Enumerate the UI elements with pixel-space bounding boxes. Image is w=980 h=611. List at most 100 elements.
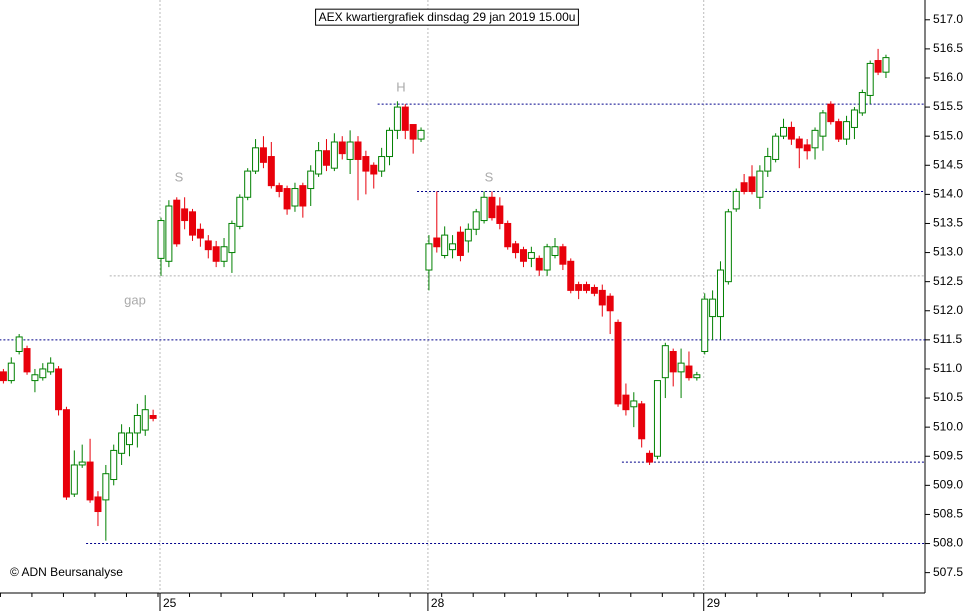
candle-body — [315, 150, 323, 175]
y-tick-label: 513.0 — [933, 245, 963, 259]
y-tick-label: 511.0 — [933, 361, 962, 375]
candle-body — [330, 141, 338, 169]
candle-body — [464, 228, 472, 242]
candle-body — [669, 350, 677, 373]
candle-body — [102, 473, 110, 501]
annotation: gap — [124, 292, 146, 307]
candle-body — [165, 205, 173, 262]
candle-body — [322, 150, 330, 166]
candle-body — [204, 240, 212, 251]
annotation: S — [175, 169, 184, 184]
candle-body — [212, 246, 220, 262]
candle-body — [228, 222, 236, 254]
candle-body — [732, 190, 740, 210]
candle-body — [196, 228, 204, 239]
candle-body — [149, 415, 157, 419]
candle-body — [259, 147, 267, 163]
candle-body — [181, 208, 189, 222]
candle-body — [709, 298, 717, 318]
candle-body — [535, 257, 543, 271]
x-tick-label: 29 — [707, 596, 721, 610]
candle-body — [157, 220, 165, 259]
candle-body — [630, 400, 638, 408]
candle-body — [307, 170, 315, 190]
candle-body — [220, 246, 228, 262]
candle-body — [291, 188, 299, 207]
candle-body — [693, 374, 701, 379]
candle-body — [496, 205, 504, 224]
candle-body — [590, 286, 598, 294]
candle-body — [425, 243, 433, 271]
candle-body — [646, 452, 654, 463]
candle-body — [118, 432, 126, 454]
candle-body — [378, 156, 386, 172]
candle-body — [787, 126, 795, 140]
candle-body — [795, 138, 803, 149]
y-tick-label: 515.5 — [933, 99, 963, 113]
candle-body — [756, 170, 764, 198]
candle-body — [267, 156, 275, 187]
candle-body — [685, 365, 693, 379]
candle-body — [567, 260, 575, 291]
candle-body — [449, 243, 457, 251]
candle-body — [835, 121, 843, 140]
x-tick-label: 25 — [163, 596, 177, 610]
y-tick-label: 517.0 — [933, 12, 963, 26]
candle-body — [78, 461, 86, 466]
candle-body — [512, 243, 520, 254]
candle-body — [354, 141, 362, 160]
candle-body — [189, 211, 197, 236]
candle-body — [23, 348, 31, 373]
candle-body — [874, 60, 882, 73]
candle-body — [417, 129, 425, 140]
x-tick-label: 28 — [431, 596, 445, 610]
y-tick-label: 514.0 — [933, 187, 963, 201]
candle-body — [748, 176, 756, 192]
candle-body — [803, 144, 811, 152]
candle-body — [236, 196, 244, 227]
candle-body — [480, 196, 488, 222]
candle-body — [125, 432, 133, 446]
candle-body — [614, 321, 622, 405]
candle-body — [772, 135, 780, 160]
candle-body — [527, 252, 535, 259]
y-tick-label: 508.5 — [933, 507, 963, 521]
y-tick-label: 516.5 — [933, 41, 963, 55]
candle-body — [401, 106, 409, 131]
candle-body — [882, 57, 890, 73]
candle-body — [133, 415, 141, 434]
candle-body — [638, 403, 646, 440]
candle-body — [716, 269, 724, 318]
y-tick-label: 515.0 — [933, 128, 963, 142]
candle-body — [70, 464, 78, 495]
candle-body — [110, 449, 118, 481]
candle-body — [850, 109, 858, 128]
candle-body — [441, 234, 449, 256]
candle-body — [606, 295, 614, 312]
candle-body — [866, 62, 874, 96]
candle-body — [559, 246, 567, 265]
y-tick-label: 516.0 — [933, 70, 963, 84]
y-tick-label: 510.0 — [933, 419, 963, 433]
candle-body — [386, 129, 394, 158]
candle-body — [62, 409, 70, 498]
annotation: H — [396, 79, 405, 94]
y-tick-label: 509.5 — [933, 448, 963, 462]
candle-body — [575, 284, 583, 291]
candle-body — [661, 345, 669, 379]
candle-body — [740, 182, 748, 192]
y-tick-label: 512.0 — [933, 303, 963, 317]
candle-body — [141, 409, 149, 431]
title-box — [315, 8, 579, 26]
candle-body — [86, 461, 94, 501]
y-tick-label: 509.0 — [933, 478, 963, 492]
candle-body — [94, 496, 102, 513]
y-tick-label: 513.5 — [933, 216, 963, 230]
candle-body — [456, 231, 464, 256]
candle-body — [677, 362, 685, 373]
chart-title: AEX kwartiergrafiek dinsdag 29 jan 2019 … — [319, 10, 576, 24]
y-tick-label: 508.0 — [933, 536, 963, 550]
candle-body — [173, 199, 181, 245]
candle-body — [519, 249, 527, 262]
